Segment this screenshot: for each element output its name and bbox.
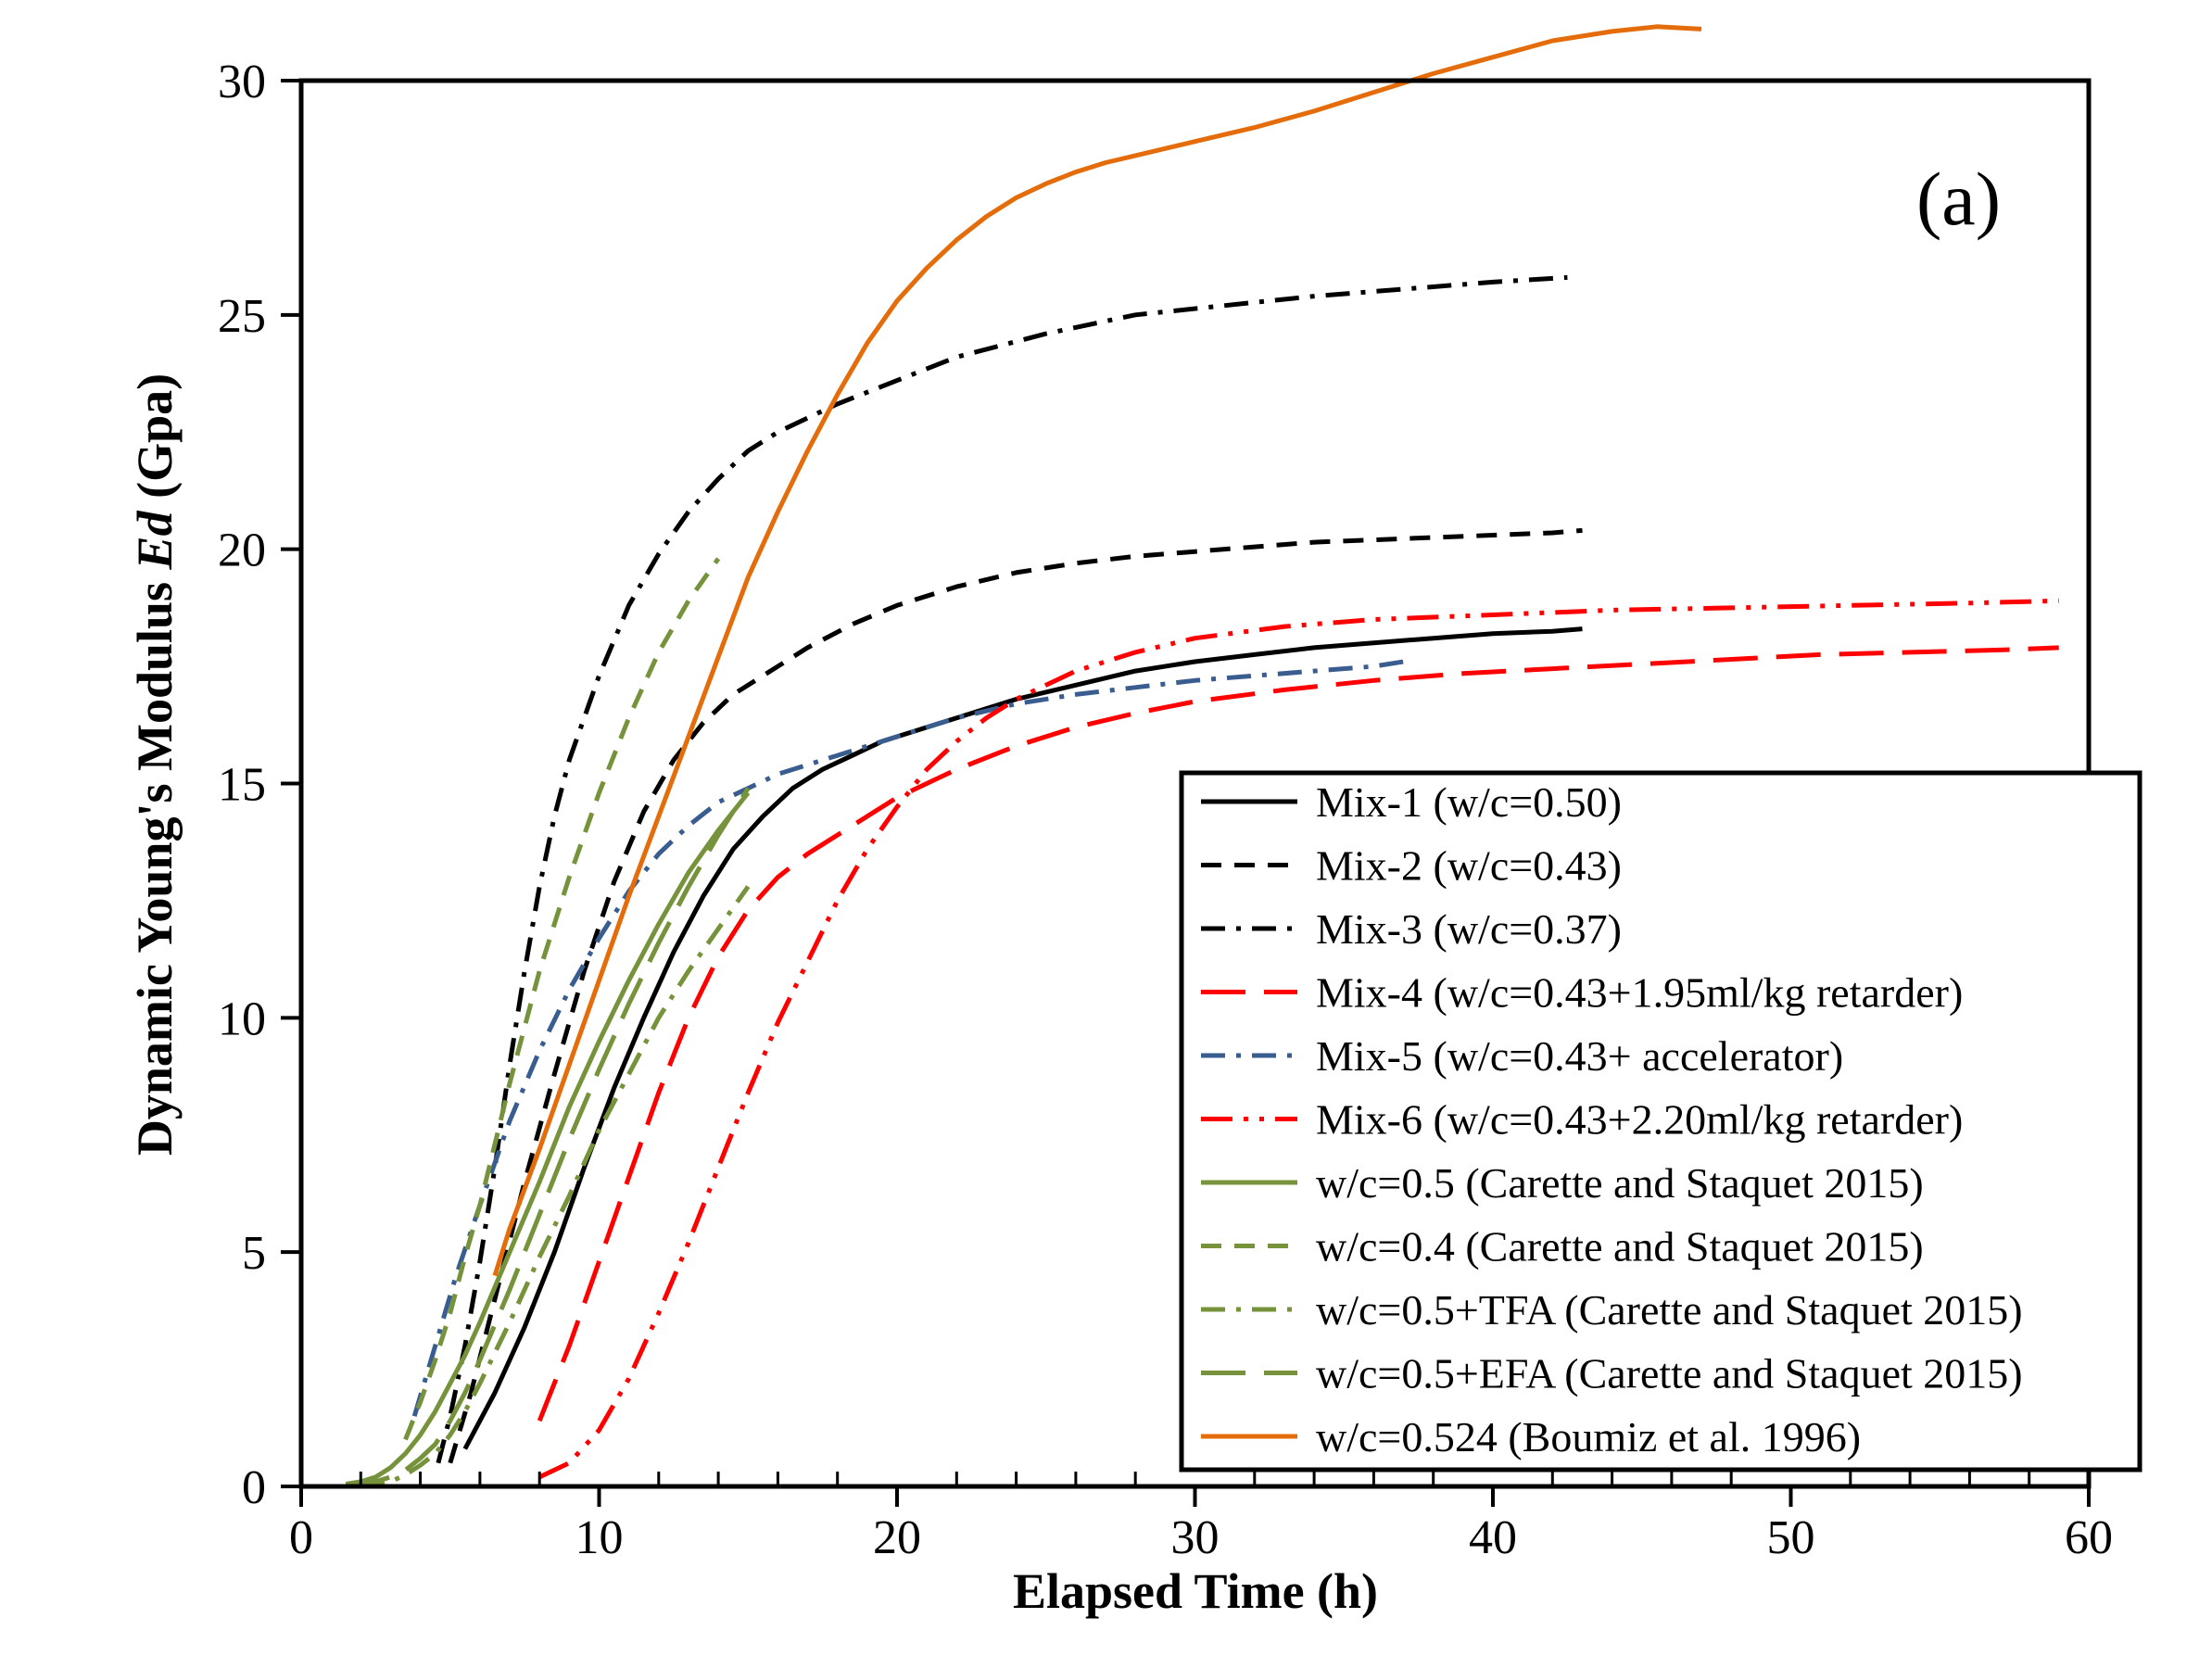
y-axis-title-suffix: (Gpa) [127,373,183,512]
panel-label: (a) [1916,157,2001,241]
y-tick-label: 5 [242,1227,266,1280]
y-axis-title: Dynamic Young's Modulus Ed (Gpa) [127,373,183,1156]
x-tick-label: 50 [1767,1511,1815,1564]
y-tick-label: 25 [218,290,266,343]
x-tick-label: 10 [575,1511,624,1564]
legend-label-9: w/c=0.5+TFA (Carette and Staquet 2015) [1316,1286,2023,1334]
legend-label-11: w/c=0.524 (Boumiz et al. 1996) [1316,1413,1861,1460]
legend-box [1179,770,2142,1473]
legend-label-4: Mix-4 (w/c=0.43+1.95ml/kg retarder) [1316,969,1963,1017]
legend-label-7: w/c=0.5 (Carette and Staquet 2015) [1316,1159,1924,1207]
series-line-8 [403,557,721,1441]
x-tick-label: 30 [1171,1511,1220,1564]
y-tick-label: 0 [242,1461,266,1514]
x-axis-title: Elapsed Time (h) [1013,1563,1378,1619]
legend-label-10: w/c=0.5+EFA (Carette and Staquet 2015) [1316,1350,2023,1397]
series-line-10 [345,787,751,1489]
series-line-3 [436,274,1568,1464]
legend-label-2: Mix-2 (w/c=0.43) [1316,842,1622,890]
x-tick-label: 20 [873,1511,921,1564]
y-axis-title-italic: Ed [127,510,183,570]
y-tick-label: 30 [218,56,266,108]
ticks-layer: 0 10 20 30 40 50 60 0 5 10 15 20 25 30 [218,56,2113,1564]
x-tick-label: 0 [289,1511,313,1564]
series-line-2 [448,527,1583,1464]
legend-label-3: Mix-3 (w/c=0.37) [1316,905,1622,953]
legend: Mix-1 (w/c=0.50) Mix-2 (w/c=0.43) Mix-3 (w… [1179,770,2142,1473]
series-line-9 [360,885,751,1489]
y-tick-label: 10 [218,992,266,1045]
x-tick-label: 40 [1469,1511,1517,1564]
series-line-4 [537,645,2059,1422]
series-line-7 [345,791,751,1486]
y-axis-title-prefix: Dynamic Young's Modulus [127,569,183,1156]
legend-label-1: Mix-1 (w/c=0.50) [1316,778,1622,826]
legend-label-6: Mix-6 (w/c=0.43+2.20ml/kg retarder) [1316,1096,1963,1144]
legend-label-5: Mix-5 (w/c=0.43+ accelerator) [1316,1032,1843,1080]
legend-items: Mix-1 (w/c=0.50) Mix-2 (w/c=0.43) Mix-3 (w… [1201,778,2023,1460]
y-tick-label: 15 [218,759,266,812]
x-tick-label: 60 [2065,1511,2113,1564]
y-tick-label: 20 [218,525,266,577]
series-line-6 [538,598,2059,1480]
legend-label-8: w/c=0.4 (Carette and Staquet 2015) [1316,1223,1924,1270]
